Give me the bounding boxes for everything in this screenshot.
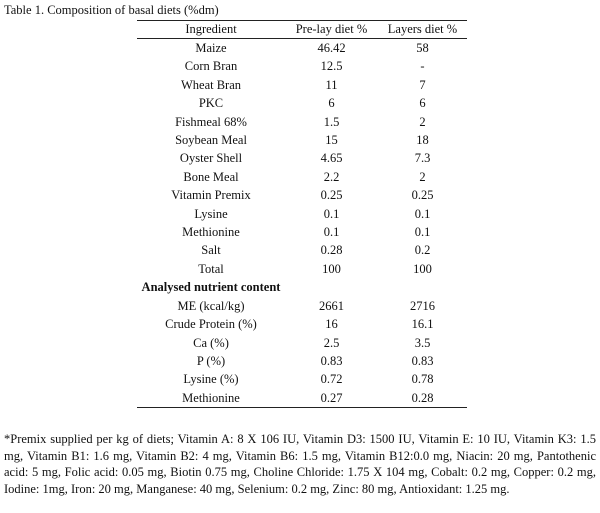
layers-value-cell: 2: [419, 169, 426, 184]
nutrient-cell: Lysine (%): [183, 372, 239, 387]
pre-lay-value-cell: 0.83: [320, 353, 343, 368]
layers-value-cell: 0.1: [414, 225, 431, 240]
pre-lay-value-cell: 2661: [319, 298, 344, 313]
layers-value-cell: 0.25: [411, 188, 434, 203]
pre-lay-value-cell: 0.72: [320, 372, 343, 387]
section-heading-row: Analysed nutrient content: [137, 278, 467, 296]
ingredient-cell: Wheat Bran: [180, 77, 242, 92]
nutrient-cell: Methionine: [137, 388, 285, 409]
layers-value-cell: 18: [416, 133, 429, 148]
ingredient-cell: Total: [198, 261, 224, 276]
layers-value-cell: 6: [419, 96, 426, 111]
table-row: Crude Protein (%) 16 16.1: [137, 315, 467, 333]
layers-value-cell: 3.5: [414, 335, 431, 350]
layers-value-cell: 0.2: [414, 243, 431, 258]
table-row: Ca (%) 2.5 3.5: [137, 334, 467, 352]
pre-lay-value-cell: 12.5: [320, 59, 343, 74]
layers-value-cell: 2716: [410, 298, 435, 313]
table-row: Fishmeal 68% 1.5 2: [137, 113, 467, 131]
pre-lay-value-cell: 11: [325, 77, 338, 92]
header-layers-diet: Layers diet %: [378, 20, 467, 39]
pre-lay-value-cell: 0.25: [320, 188, 343, 203]
empty-cell: [378, 278, 467, 296]
layers-value-cell: 16.1: [411, 317, 434, 332]
pre-lay-value-cell: 0.28: [320, 243, 343, 258]
ingredient-cell: Corn Bran: [184, 59, 238, 74]
table-row: Wheat Bran 11 7: [137, 76, 467, 94]
nutrient-cell: Crude Protein (%): [165, 317, 257, 332]
pre-lay-value-cell: 6: [328, 96, 335, 111]
table-row: Oyster Shell 4.65 7.3: [137, 149, 467, 167]
pre-lay-value-cell: 16: [325, 317, 338, 332]
layers-value-cell: 7: [419, 77, 426, 92]
table-row: Vitamin Premix 0.25 0.25: [137, 186, 467, 204]
ingredient-cell: Bone Meal: [183, 169, 239, 184]
table-row: Methionine 0.27 0.28: [137, 388, 467, 409]
table-row: Salt 0.28 0.2: [137, 241, 467, 259]
layers-value-cell: 58: [416, 41, 429, 55]
table-row: Bone Meal 2.2 2: [137, 168, 467, 186]
layers-value-cell: 7.3: [414, 151, 431, 166]
header-ingredient: Ingredient: [137, 20, 285, 39]
header-pre-lay-diet: Pre-lay diet %: [285, 20, 378, 39]
ingredient-cell: Methionine: [182, 225, 240, 240]
ingredient-cell: Maize: [195, 41, 227, 55]
table-row-total: Total 100 100: [137, 260, 467, 278]
pre-lay-value-cell: 15: [325, 133, 338, 148]
table-caption: Table 1. Composition of basal diets (%dm…: [4, 3, 219, 17]
table-row: Soybean Meal 15 18: [137, 131, 467, 149]
ingredient-cell: Oyster Shell: [179, 151, 243, 166]
pre-lay-value-cell: 0.27: [285, 388, 378, 409]
ingredient-cell: Salt: [201, 243, 221, 258]
pre-lay-value-cell: 4.65: [320, 151, 343, 166]
table-row: P (%) 0.83 0.83: [137, 352, 467, 370]
section-heading: Analysed nutrient content: [141, 280, 281, 295]
table-row: Corn Bran 12.5 -: [137, 57, 467, 75]
table-row: PKC 6 6: [137, 94, 467, 112]
table-row: Lysine 0.1 0.1: [137, 205, 467, 223]
nutrient-cell: Ca (%): [193, 335, 229, 350]
table-row: Methionine 0.1 0.1: [137, 223, 467, 241]
layers-value-cell: 100: [413, 261, 432, 276]
table-row: Lysine (%) 0.72 0.78: [137, 370, 467, 388]
ingredient-cell: Lysine: [194, 206, 228, 221]
empty-cell: [285, 278, 378, 296]
table-header-row: Ingredient Pre-lay diet % Layers diet %: [137, 20, 467, 39]
nutrient-cell: P (%): [196, 353, 226, 368]
pre-lay-value-cell: 2.5: [323, 335, 340, 350]
pre-lay-value-cell: 0.1: [323, 225, 340, 240]
composition-table: Ingredient Pre-lay diet % Layers diet % …: [137, 20, 467, 409]
layers-value-cell: 0.78: [411, 372, 434, 387]
nutrient-cell: ME (kcal/kg): [177, 298, 245, 313]
premix-footnote: *Premix supplied per kg of diets; Vitami…: [4, 432, 596, 496]
layers-value-cell: 0.1: [414, 206, 431, 221]
pre-lay-value-cell: 46.42: [317, 41, 346, 55]
pre-lay-value-cell: 1.5: [323, 114, 340, 129]
layers-value-cell: 2: [419, 114, 426, 129]
table-row: Maize 46.42 58: [137, 39, 467, 58]
ingredient-cell: PKC: [198, 96, 224, 111]
layers-value-cell: -: [420, 59, 425, 74]
layers-value-cell: 0.28: [378, 388, 467, 409]
layers-value-cell: 0.83: [411, 353, 434, 368]
ingredient-cell: Fishmeal 68%: [175, 114, 247, 129]
pre-lay-value-cell: 2.2: [323, 169, 340, 184]
pre-lay-value-cell: 100: [322, 261, 341, 276]
ingredient-cell: Vitamin Premix: [171, 188, 251, 203]
table-row: ME (kcal/kg) 2661 2716: [137, 297, 467, 315]
ingredient-cell: Soybean Meal: [175, 133, 247, 148]
pre-lay-value-cell: 0.1: [323, 206, 340, 221]
